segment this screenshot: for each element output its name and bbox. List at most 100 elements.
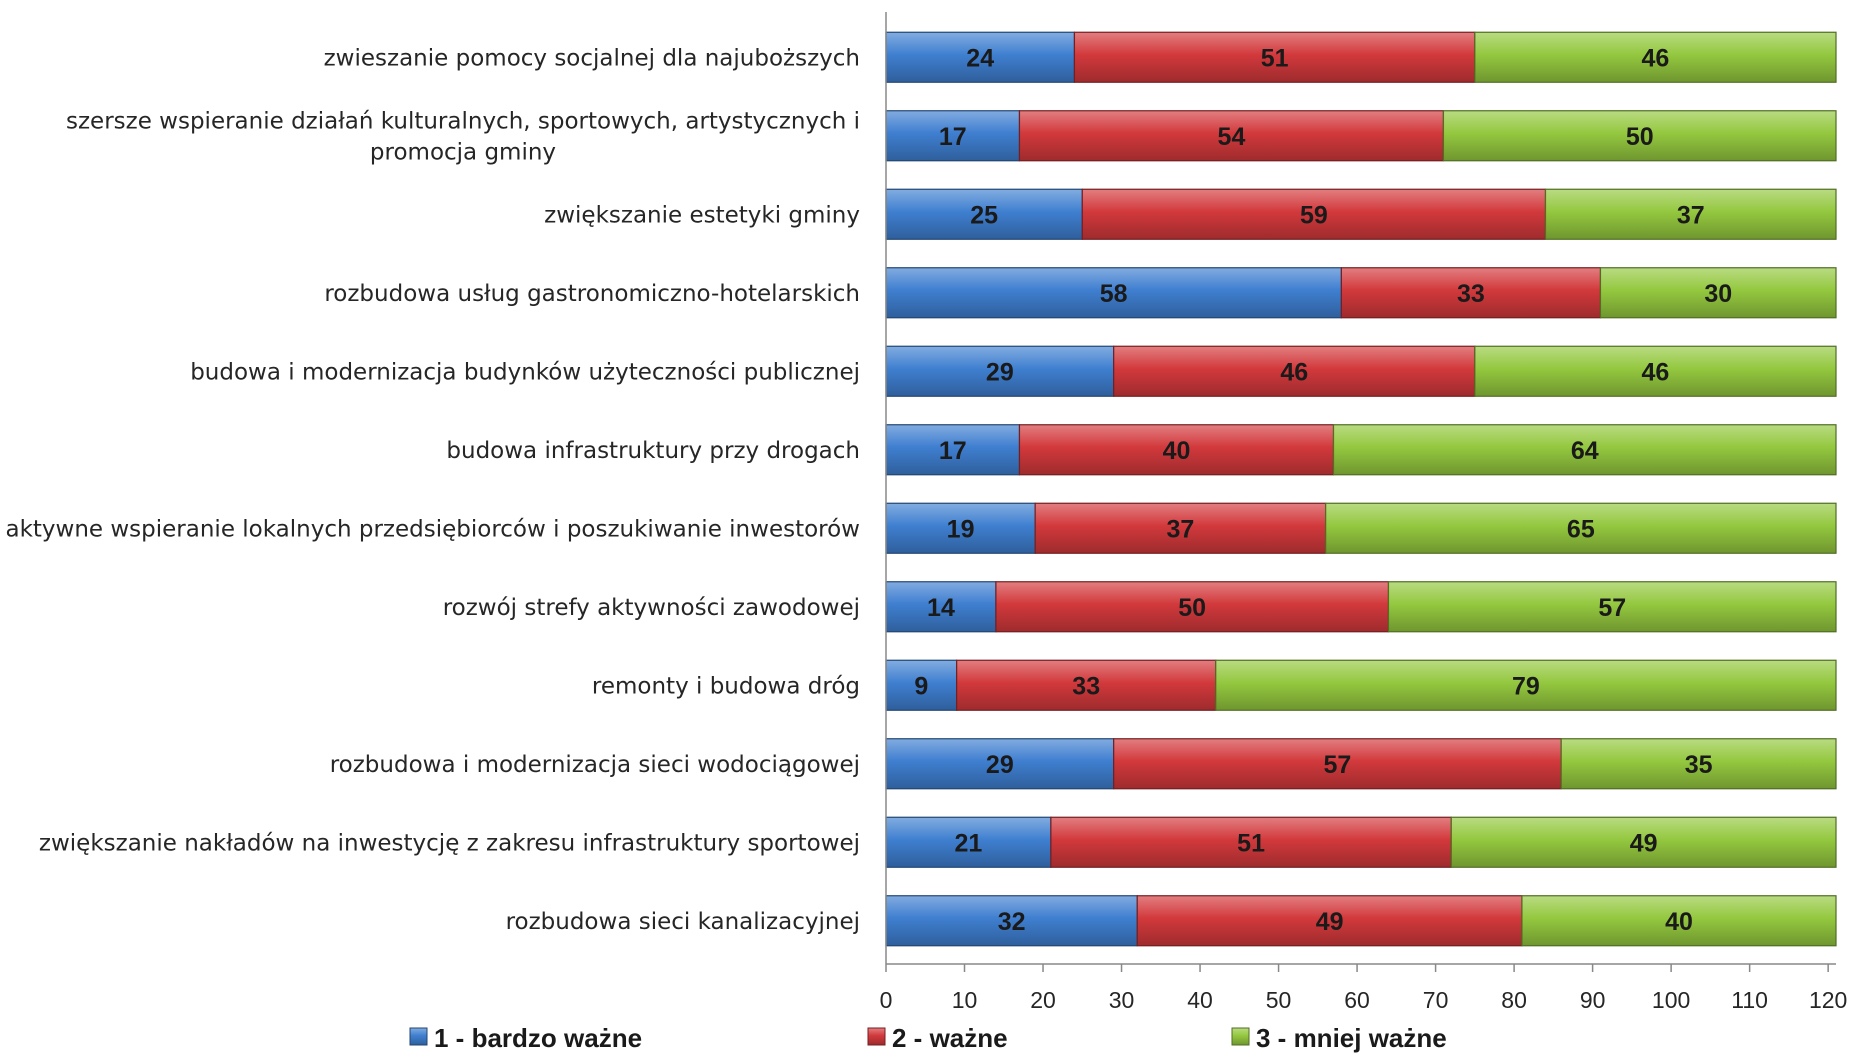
x-tick-label: 20 [1030,987,1056,1013]
legend-label: 1 - bardzo ważne [434,1023,642,1053]
data-label: 64 [1571,437,1599,465]
data-label: 46 [1642,358,1670,386]
data-label: 59 [1300,201,1328,229]
x-tick-label: 100 [1652,987,1690,1013]
bar-segment [1034,502,1327,554]
category-label: remonty i budowa dróg [592,673,860,699]
bar-segment [885,188,1083,240]
bar-segment [885,659,958,711]
legend: 1 - bardzo ważne 2 - ważne 3 - mniej ważne [409,1023,1447,1053]
bar-segment [1442,110,1837,162]
bar-segment [885,31,1076,83]
category-label: zwieszanie pomocy socjalnej dla najubożs… [324,45,860,71]
category-label: rozbudowa usług gastronomiczno-hotelarsk… [324,281,860,307]
legend-swatch [867,1027,886,1046]
data-label: 29 [986,358,1014,386]
bar-segment [1560,738,1837,790]
bar-segment [885,816,1052,868]
data-label: 29 [986,751,1014,779]
bar-segment [1215,659,1837,711]
x-tick-label: 70 [1423,987,1449,1013]
category-label: budowa infrastruktury przy drogach [446,438,860,464]
bar-segment [1450,816,1837,868]
data-label: 17 [939,437,967,465]
x-tick-label: 110 [1731,987,1768,1013]
data-label: 65 [1567,515,1595,543]
bar-segment [885,581,997,633]
data-label: 57 [1324,751,1352,779]
data-label: 17 [939,123,967,151]
category-label: budowa i modernizacja budynków użyteczno… [190,359,860,385]
x-tick-label: 60 [1344,987,1370,1013]
data-label: 14 [927,594,955,622]
category-label: aktywne wspieranie lokalnych przedsiębio… [5,516,860,542]
data-label: 49 [1630,829,1658,857]
bar-segment [1113,738,1562,790]
bar-segment [885,345,1115,397]
data-label: 50 [1626,123,1654,151]
data-label: 54 [1218,123,1246,151]
data-label: 46 [1642,44,1670,72]
legend-label: 2 - ważne [892,1023,1008,1053]
data-label: 58 [1100,280,1128,308]
data-label: 25 [970,201,998,229]
category-label: rozbudowa sieci kanalizacyjnej [506,909,860,935]
bar-segment [1081,188,1547,240]
category-label: zwiększanie estetyki gminy [544,202,860,228]
x-tick-label: 0 [880,987,893,1013]
data-label: 51 [1261,44,1289,72]
x-tick-label: 40 [1187,987,1213,1013]
x-tick-label: 120 [1809,987,1847,1013]
data-label: 40 [1665,908,1693,936]
data-label: 37 [1677,201,1705,229]
bars-group: 24 51 46 17 54 50 25 59 37 58 33 30 29 46 46 17 40 64 19 37… [885,31,1837,947]
data-label: 50 [1178,594,1206,622]
data-label: 21 [955,829,983,857]
legend-label: 3 - mniej ważne [1256,1023,1447,1053]
bar-segment [1136,895,1523,947]
data-label: 19 [947,515,975,543]
bar-segment [1018,110,1445,162]
bar-segment [1325,502,1837,554]
bar-segment [1521,895,1837,947]
bar-segment [1073,31,1476,83]
data-label: 49 [1316,908,1344,936]
category-label: rozwój strefy aktywności zawodowej [443,595,860,621]
category-labels: zwieszanie pomocy socjalnej dla najubożs… [5,45,860,935]
legend-swatch [409,1027,428,1046]
bar-segment [995,581,1390,633]
legend-swatch [1231,1027,1250,1046]
data-label: 33 [1072,672,1100,700]
category-label: rozbudowa i modernizacja sieci wodociągo… [330,752,860,778]
data-label: 35 [1685,751,1713,779]
data-label: 51 [1237,829,1265,857]
x-tick-label: 30 [1109,987,1135,1013]
x-tick-label: 50 [1266,987,1292,1013]
bar-segment [1474,345,1837,397]
x-axis: 0 10 20 30 40 50 60 70 80 90 100 110 120 [880,12,1847,1013]
category-label: szersze wspieranie działań kulturalnych,… [66,108,860,165]
data-label: 32 [998,908,1026,936]
data-label: 46 [1280,358,1308,386]
bar-segment [1387,581,1837,633]
category-label: zwiększanie nakładów na inwestycję z zak… [39,830,860,856]
data-label: 79 [1512,672,1540,700]
bar-segment [1018,424,1335,476]
x-tick-label: 80 [1501,987,1527,1013]
data-label: 30 [1704,280,1732,308]
bar-segment [1332,424,1837,476]
x-tick-label: 10 [952,987,978,1013]
data-label: 33 [1457,280,1485,308]
data-label: 9 [914,672,928,700]
data-label: 24 [966,44,994,72]
bar-segment [1474,31,1837,83]
bar-segment [885,895,1138,947]
bar-segment [1544,188,1837,240]
bar-segment [1113,345,1476,397]
bar-segment [885,267,1342,319]
bar-segment [885,502,1036,554]
bar-segment [1599,267,1837,319]
x-tick-label: 90 [1580,987,1606,1013]
data-label: 40 [1163,437,1191,465]
